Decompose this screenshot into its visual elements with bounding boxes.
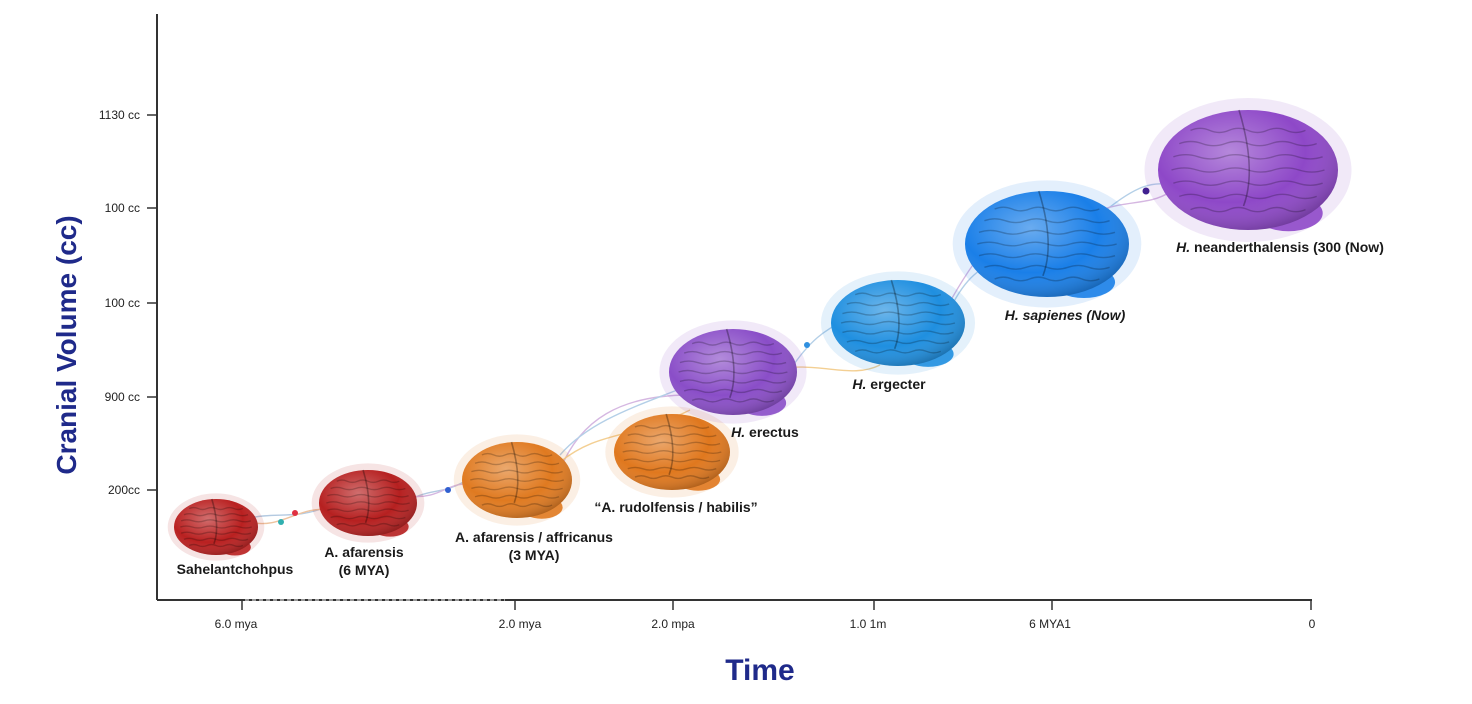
brain-marker (311, 463, 425, 543)
brain-marker (453, 434, 581, 526)
x-axis-title: Time (725, 654, 794, 687)
species-label: A. afarensis / affricanus (455, 529, 613, 545)
x-tick-label: 2.0 mpa (651, 617, 695, 631)
connector-dots (278, 187, 1150, 525)
species-label: Sahelantchohpus (177, 561, 294, 577)
y-ticks (147, 114, 157, 491)
y-tick-label: 100 cc (105, 201, 140, 215)
x-tick-label: 6 MYA1 (1029, 617, 1071, 631)
y-tick-label: 1130 cc (99, 108, 140, 122)
species-label: H. neanderthalensis (300 (Now) (1176, 239, 1384, 255)
brain-marker (659, 320, 807, 424)
x-tick-label: 0 (1309, 617, 1316, 631)
y-tick-label: 100 cc (105, 296, 140, 310)
brain-marker (167, 493, 265, 561)
species-label: (6 MYA) (339, 562, 390, 578)
species-label: (3 MYA) (509, 547, 560, 563)
brain-marker (1144, 98, 1352, 242)
x-tick-label: 6.0 mya (215, 617, 258, 631)
species-markers (167, 98, 1352, 561)
brain-marker (605, 406, 739, 498)
brain-marker (952, 180, 1142, 308)
x-tick-label: 1.0 1m (850, 617, 887, 631)
species-labels: Sahelantchohpus A. afarensis (6 MYA) A. afa… (177, 239, 1384, 578)
brain-marker (820, 271, 976, 375)
species-label: H. erectus (731, 424, 799, 440)
x-ticks (241, 600, 1312, 610)
species-label: “A. rudolfensis / habilis” (594, 499, 757, 515)
x-tick-label: 2.0 mya (499, 617, 542, 631)
y-tick-label: 200cc (108, 483, 140, 497)
species-label: A. afarensis (324, 544, 404, 560)
y-tick-label: 900 cc (105, 390, 140, 404)
species-label: H. sapienes (Now) (1005, 307, 1126, 323)
species-label: H. ergecter (852, 376, 926, 392)
y-axis-title: Cranial Volume (cc) (51, 215, 82, 474)
